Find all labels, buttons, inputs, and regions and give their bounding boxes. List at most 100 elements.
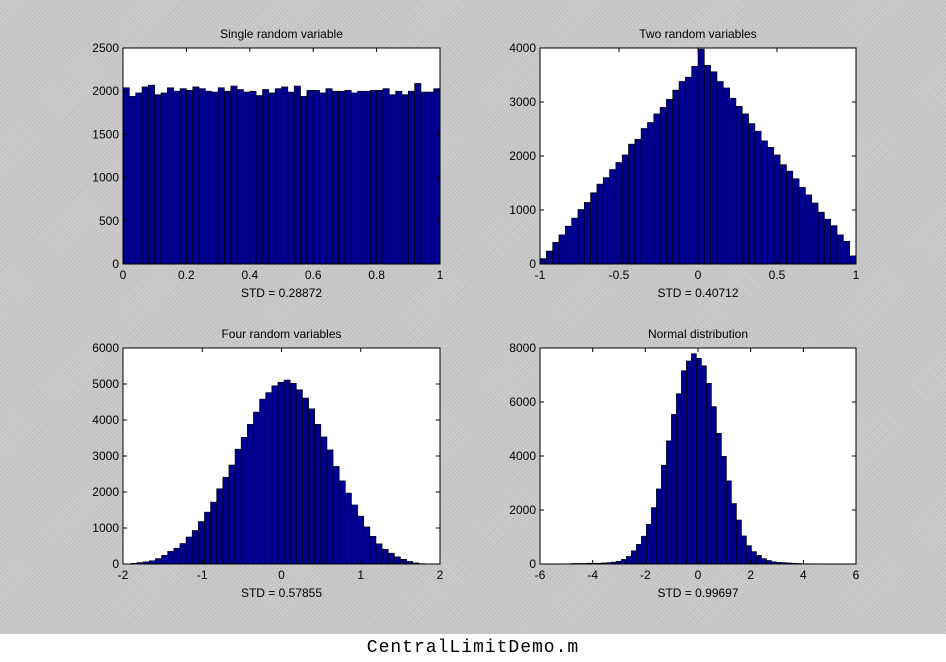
single-bar [192, 86, 200, 265]
figure-caption: CentralLimitDemo.m [366, 638, 580, 658]
single-bar [217, 87, 225, 265]
two-bar [843, 241, 850, 265]
normal-bar [731, 503, 737, 565]
four-bar [289, 382, 297, 565]
four-bar [345, 492, 352, 565]
four-bar [210, 501, 217, 565]
four-ytick-label: 3000 [92, 449, 119, 463]
four-bar [265, 392, 273, 565]
four-xtick-label: 2 [437, 568, 444, 582]
two-bar [666, 99, 674, 265]
normal-ytick-label: 0 [529, 557, 536, 571]
four-xtick-label: -2 [118, 568, 129, 582]
single-bar [414, 83, 422, 265]
single-std-label: STD = 0.28872 [241, 286, 322, 300]
single-bar [338, 90, 346, 265]
two-bar [546, 250, 553, 265]
two-bar [716, 81, 724, 265]
single-bar [306, 90, 314, 265]
single-bar [344, 90, 352, 265]
normal-bar [721, 455, 727, 565]
two-ytick-label: 4000 [509, 41, 536, 55]
single-bar [274, 88, 282, 265]
two-bar [621, 154, 629, 265]
single-bar [300, 96, 308, 265]
single-bar [148, 84, 156, 265]
four-bar [363, 526, 371, 565]
four-histogram: -2 -1 0 1 2 0 1000 2000 3000 4000 5000 6000 Four ran… [92, 327, 443, 600]
two-title: Two random variables [639, 27, 756, 41]
two-bar [792, 178, 800, 265]
normal-xtick-label: 4 [800, 568, 807, 582]
normal-ytick-label: 8000 [509, 341, 536, 355]
four-xtick-label: 0 [278, 568, 285, 582]
normal-bar [766, 560, 772, 565]
normal-xtick-label: 6 [853, 568, 860, 582]
four-bar [394, 556, 401, 565]
single-ytick-label: 2000 [92, 84, 119, 98]
single-bar [211, 91, 219, 265]
two-bar [583, 202, 591, 265]
two-ytick-label: 0 [529, 257, 536, 271]
four-xtick-label: -1 [197, 568, 208, 582]
single-bar [376, 90, 384, 265]
two-bar [836, 234, 844, 265]
two-xtick-label: -0.5 [609, 268, 630, 282]
four-bar [253, 411, 260, 565]
four-ytick-label: 0 [112, 557, 119, 571]
single-bar [230, 85, 238, 265]
single-ytick-label: 0 [112, 257, 119, 271]
normal-bar [761, 558, 767, 565]
four-ytick-label: 1000 [92, 521, 119, 535]
normal-title: Normal distribution [648, 327, 748, 341]
single-bar [312, 90, 320, 265]
single-xtick-label: 0 [120, 268, 127, 282]
single-bar [281, 86, 289, 265]
two-xtick-label: 0 [695, 268, 702, 282]
single-xtick-label: 0.4 [241, 268, 258, 282]
four-bar [314, 424, 322, 565]
four-bar [216, 488, 224, 565]
two-bar [704, 64, 711, 265]
normal-bar [726, 480, 732, 565]
normal-bar [651, 507, 657, 565]
four-ytick-label: 6000 [92, 341, 119, 355]
four-bar [185, 536, 193, 565]
single-ytick-label: 500 [99, 214, 119, 228]
normal-ytick-label: 6000 [509, 395, 536, 409]
four-std-label: STD = 0.57855 [241, 586, 322, 600]
single-ytick-label: 2500 [92, 41, 119, 55]
single-bar [331, 90, 339, 265]
four-bar [204, 511, 211, 565]
normal-xtick-label: -2 [640, 568, 651, 582]
single-bar [154, 94, 162, 265]
single-bar [249, 90, 257, 265]
four-bar [326, 449, 334, 565]
four-bar [222, 476, 230, 565]
single-bar [382, 88, 390, 265]
two-bar [830, 225, 838, 265]
normal-bar [631, 550, 637, 565]
single-bar [268, 92, 276, 265]
figure-area: 0 0.2 0.4 0.6 0.8 1 0 500 1000 1500 2000 2500 Single… [0, 0, 946, 634]
two-bar [659, 107, 667, 265]
single-bar [369, 90, 377, 265]
single-bar [433, 88, 441, 265]
single-bar [388, 94, 396, 265]
two-bar [849, 255, 857, 265]
single-xtick-label: 0.6 [305, 268, 322, 282]
normal-bar [711, 406, 717, 565]
single-bar [236, 89, 244, 265]
two-bar [602, 177, 610, 265]
four-ytick-label: 5000 [92, 377, 119, 391]
two-ytick-label: 3000 [509, 95, 536, 109]
single-bar [420, 91, 428, 265]
single-bar [325, 88, 333, 265]
four-bar [259, 398, 267, 565]
two-histogram: -1 -0.5 0 0.5 1 0 1000 2000 3000 4000 Two random v… [509, 27, 859, 300]
four-bar [191, 530, 199, 565]
two-bar [609, 169, 617, 265]
single-bar [255, 95, 263, 265]
two-bar [824, 218, 832, 265]
four-bar [173, 547, 181, 565]
